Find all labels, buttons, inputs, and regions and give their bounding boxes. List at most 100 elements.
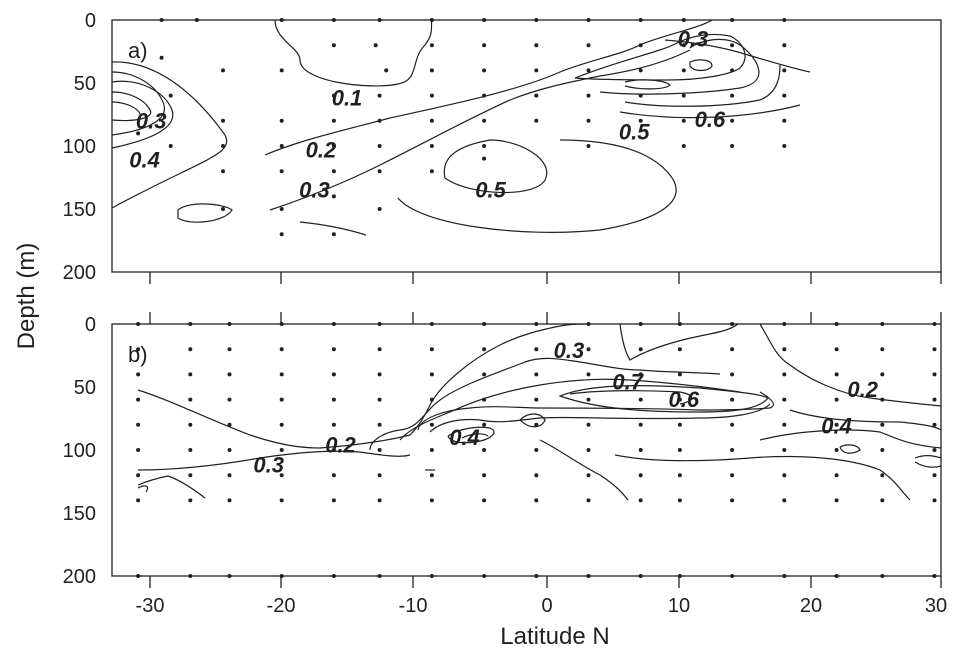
station-dot [677,448,682,452]
station-dot [227,448,232,452]
station-dot [188,574,193,578]
station-dot [586,397,591,402]
contour-label: 0.2 [847,377,878,402]
station-dot [482,18,487,22]
station-dot [482,422,487,427]
panel-a-contour-line [111,80,174,149]
station-dot [586,448,591,452]
station-dot [279,574,284,578]
station-dot [429,574,434,578]
station-dot [534,397,539,402]
station-dot [534,93,539,98]
station-dot [730,448,735,452]
station-dot [534,43,539,48]
x-tick-label: 30 [925,595,947,617]
station-dot [136,574,141,578]
station-dot [586,18,591,22]
station-dot [586,498,591,503]
panel-a-contour-line [269,49,691,211]
station-dot [586,144,591,148]
station-dot [377,118,382,123]
station-dot [782,574,787,578]
panel-b-ytick-label: 200 [63,566,96,588]
station-dot [279,169,284,174]
station-dot [331,448,336,452]
x-tick-label: -30 [136,595,165,617]
x-tick-label: -10 [399,595,428,617]
contour-label: 0.3 [678,27,709,52]
panel-a-contour-line [264,19,713,156]
station-dot [227,397,232,402]
station-dot [638,397,643,402]
panel-b-ytick-label: 0 [85,314,96,336]
station-dot [638,118,643,123]
station-dot [586,574,591,578]
contour-label: 0.2 [306,137,337,162]
station-dot [482,372,487,377]
station-dot [730,574,735,578]
station-dot [586,43,591,48]
station-dot [429,498,434,503]
panel-a: a) 0 50 100 150 200 [63,10,942,284]
station-dot [429,93,434,98]
station-dot [377,574,382,578]
panel-a-contours [111,19,811,236]
station-dot [638,322,643,326]
station-dot [482,448,487,452]
station-dot [730,144,735,148]
station-dot [534,18,539,22]
station-dot [638,574,643,578]
panel-a-contour-line [111,71,165,136]
contour-label: 0.5 [475,178,506,203]
station-dot [482,347,487,352]
contour-label: 0.3 [299,178,330,203]
station-dot [194,18,199,22]
station-dot [834,498,839,503]
station-dot [279,448,284,452]
station-dot [331,422,336,427]
station-dot [638,372,643,377]
panel-b-contour-line [569,390,693,405]
station-dot [429,43,434,48]
station-dot [638,347,643,352]
station-dot [782,473,787,478]
station-dot [782,498,787,503]
panel-a-contour-line [397,139,677,233]
panel-a-contour-line [177,203,233,223]
panel-a-contour-line [664,39,811,73]
station-dot [279,232,284,237]
station-dot [331,43,336,48]
panel-b-contour-line [137,485,149,493]
station-dot [377,347,382,352]
station-dot [221,207,225,211]
station-dot [331,397,336,402]
panel-b-ytick-label: 150 [63,503,96,525]
station-dot [834,422,839,427]
station-dot [638,448,643,452]
station-dot [377,498,382,503]
station-dot [681,68,686,73]
station-dot [730,473,735,478]
station-dot [638,68,643,73]
station-dot [482,118,487,123]
station-dot [586,372,591,377]
station-dot [429,118,434,123]
station-dot [834,574,839,578]
contour-label: 0.7 [612,370,644,395]
station-dot [377,93,382,98]
station-dot [331,473,336,478]
station-dot [681,43,686,48]
panel-b-contour-line [399,378,741,441]
station-dot [586,473,591,478]
station-dot [188,448,193,452]
panel-a-contour-line [619,104,801,119]
contour-label: 0.4 [129,147,160,172]
station-dot [168,144,173,148]
station-dot [429,322,434,326]
station-dot [429,169,434,174]
station-dot [331,347,336,352]
station-dot [638,93,643,98]
station-dot [221,118,225,123]
panel-b-ytick-label: 50 [74,377,96,399]
station-dot [586,68,591,73]
